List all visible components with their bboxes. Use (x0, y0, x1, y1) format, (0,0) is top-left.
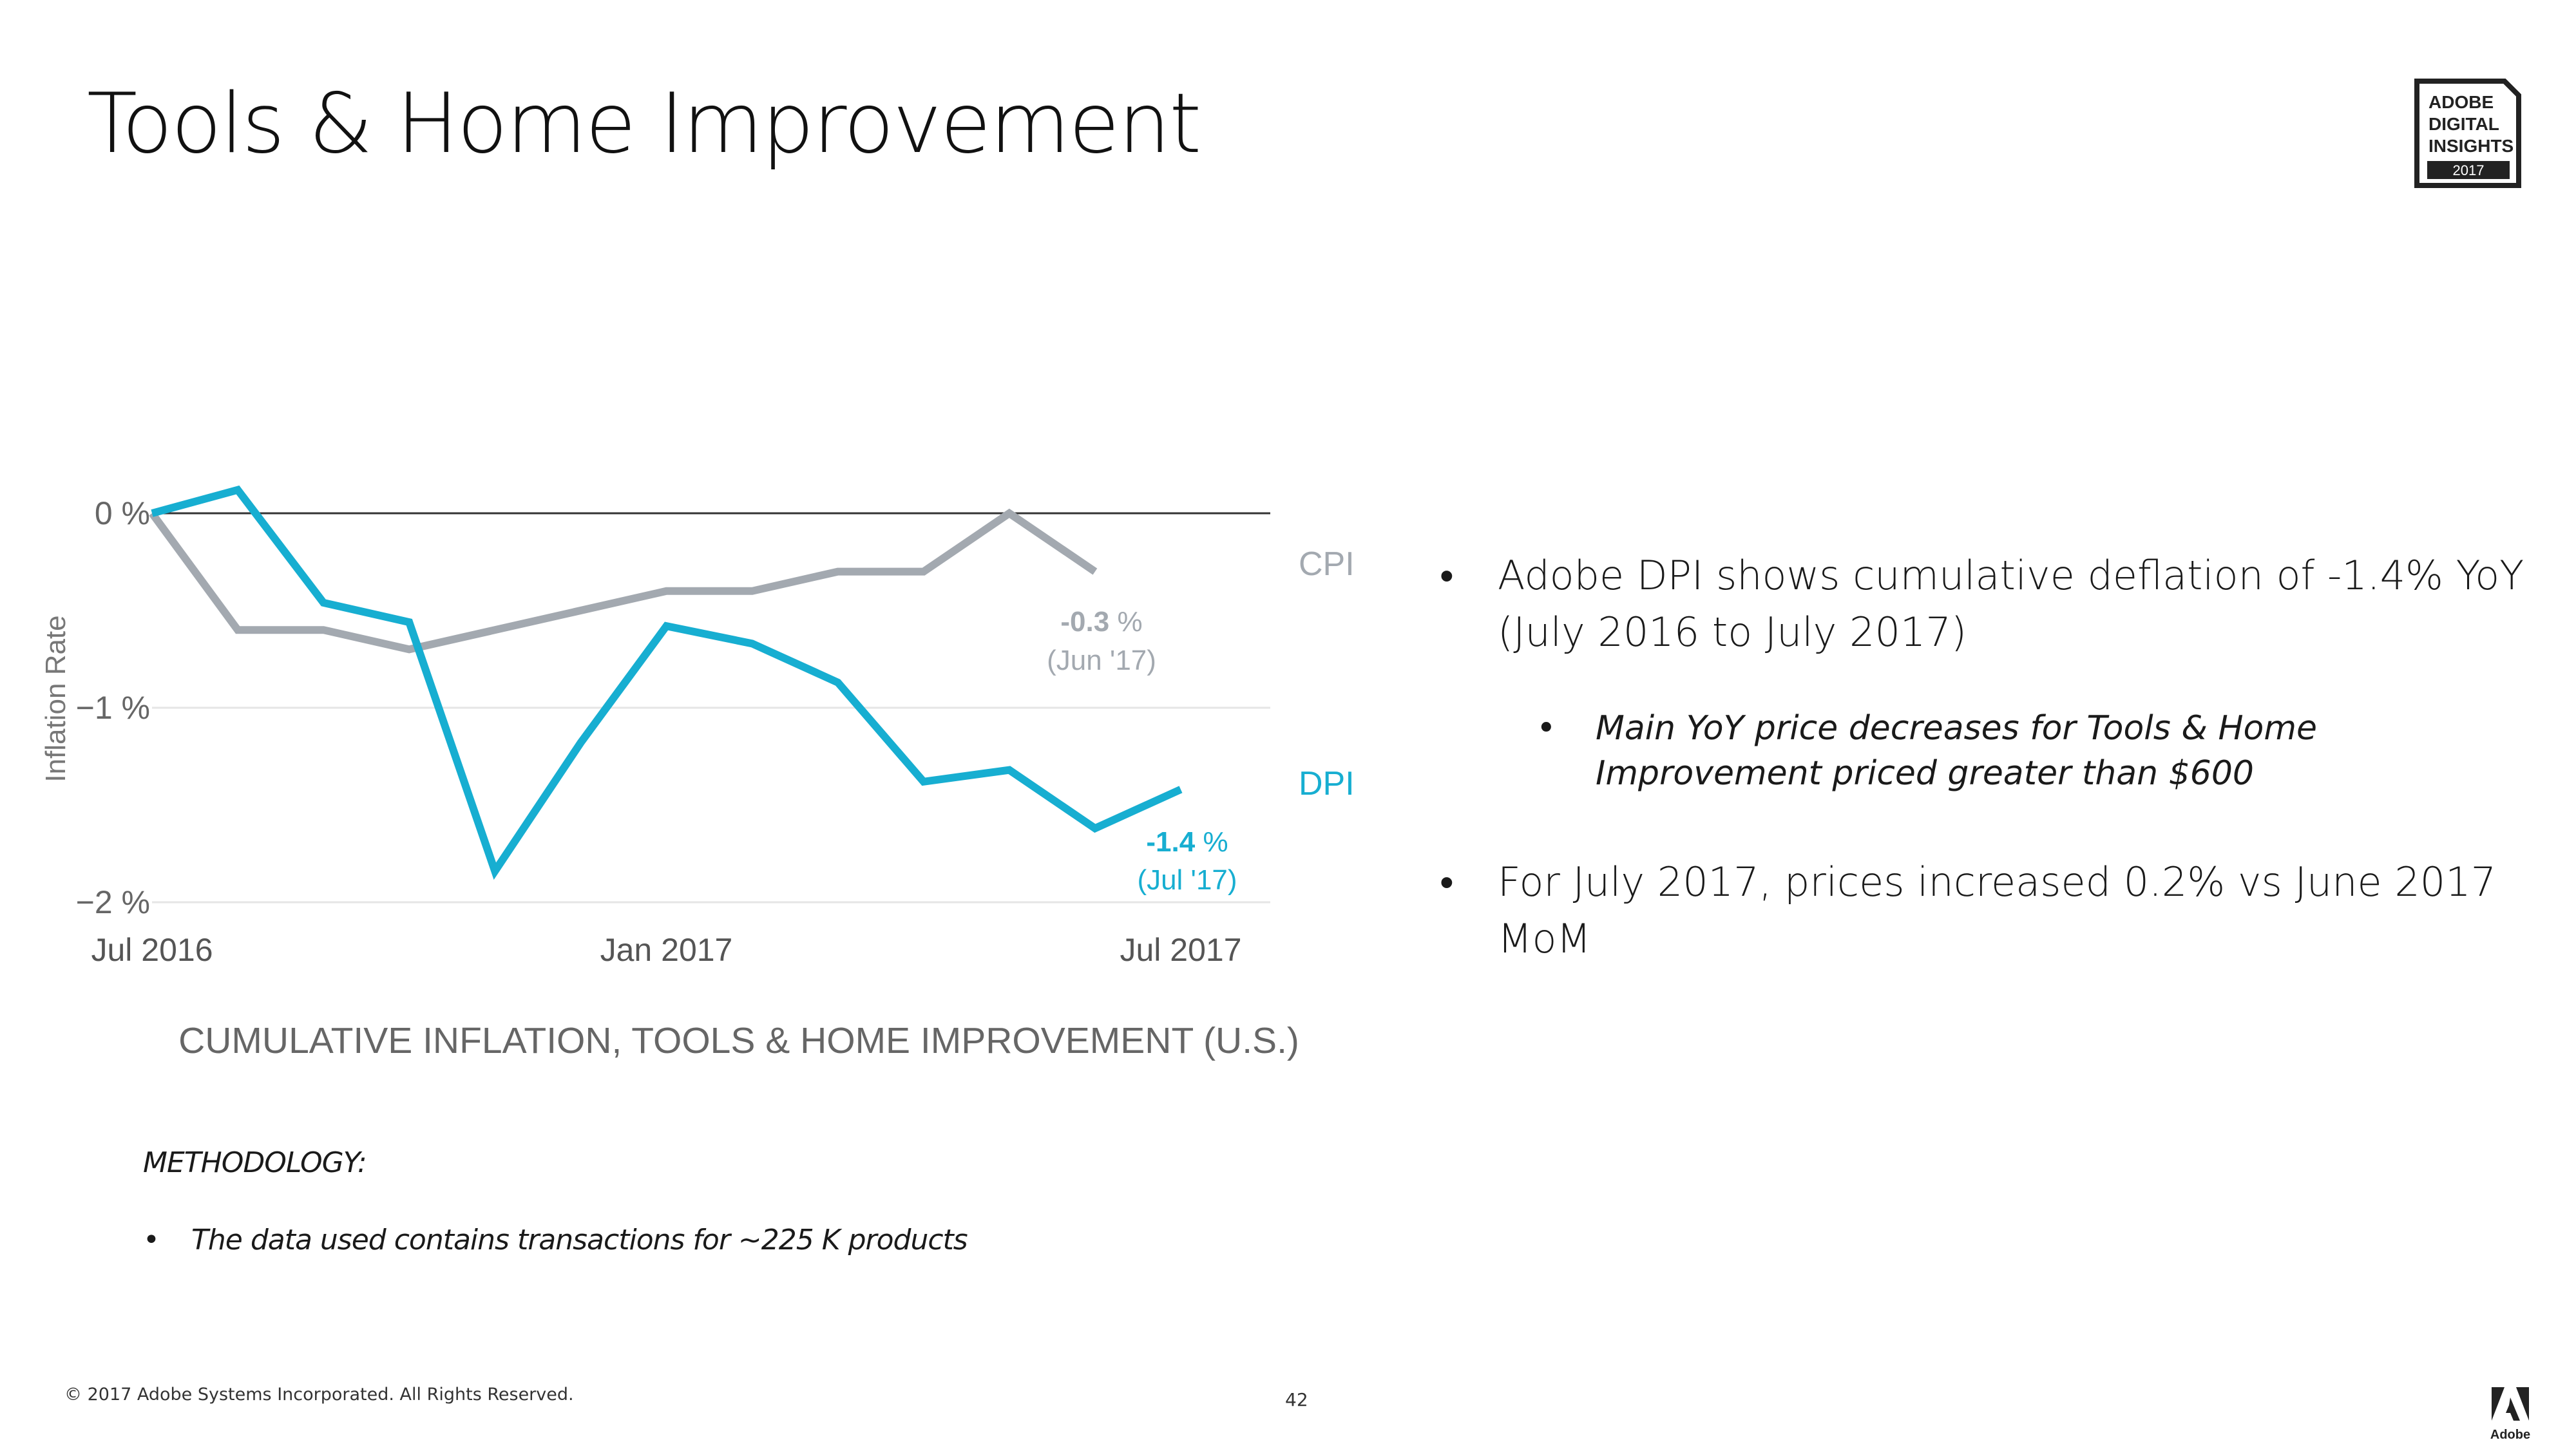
end-date-label-dpi: (Jul '17) (1137, 864, 1237, 896)
x-tick-label: Jan 2017 (600, 932, 733, 968)
y-tick-label: −2 % (76, 884, 150, 920)
chart-title: CUMULATIVE INFLATION, TOOLS & HOME IMPRO… (178, 1020, 1299, 1061)
badge-line-1: ADOBE (2428, 92, 2494, 112)
chart-series (149, 485, 1183, 880)
adobe-logo: Adobe (2490, 1387, 2530, 1442)
series-line-dpi (151, 485, 1183, 880)
badge-line-3: INSIGHTS (2428, 136, 2514, 156)
badge-year-bar (2427, 161, 2510, 179)
chart-annotations: CPI DPI -0.3 % (Jun '17) -1.4 % (Jul '17) (1047, 545, 1355, 896)
end-date-label-cpi: (Jun '17) (1047, 645, 1156, 676)
series-name-dpi: DPI (1299, 765, 1355, 802)
footer-copyright: © 2017 Adobe Systems Incorporated. All R… (64, 1385, 574, 1405)
badge-year: 2017 (2453, 162, 2485, 178)
adobe-logo-center (2506, 1397, 2520, 1421)
adobe-logo-left (2492, 1387, 2504, 1421)
adobe-digital-insights-badge: ADOBE DIGITAL INSIGHTS 2017 (2414, 79, 2521, 188)
key-findings: Adobe DPI shows cumulative deflation of … (1440, 547, 2535, 967)
slide-title: Tools & Home Improvement (87, 76, 1201, 172)
bullet-mom-increase: For July 2017, prices increased 0.2% vs … (1440, 854, 2535, 967)
series-name-cpi: CPI (1299, 545, 1355, 583)
series-line-cpi (149, 508, 1098, 654)
y-tick-label: 0 % (95, 495, 150, 531)
page-number: 42 (1285, 1389, 1308, 1410)
badge-frame (2414, 79, 2521, 188)
y-axis-label: Inflation Rate (40, 615, 72, 782)
x-tick-label: Jul 2016 (91, 932, 213, 968)
x-tick-label: Jul 2017 (1120, 932, 1241, 968)
adobe-logo-text: Adobe (2490, 1428, 2530, 1442)
inflation-chart: 0 % −1 % −2 % Jul 2016 Jan 2017 Jul 2017 CPI… (40, 485, 1355, 1061)
methodology-label: METHODOLOGY: (143, 1146, 367, 1179)
methodology-item: The data used contains transactions for … (143, 1224, 968, 1256)
y-tick-labels: 0 % −1 % −2 % (76, 495, 150, 920)
bullet-deflation: Adobe DPI shows cumulative deflation of … (1440, 547, 2535, 661)
y-tick-label: −1 % (76, 690, 150, 726)
x-tick-labels: Jul 2016 Jan 2017 Jul 2017 (91, 932, 1241, 968)
adobe-logo-right (2516, 1387, 2529, 1421)
end-value-label-cpi: -0.3 % (1060, 606, 1142, 638)
chart-gridlines (152, 512, 1270, 904)
badge-line-2: DIGITAL (2428, 114, 2499, 134)
sub-bullet-price-decreases: Main YoY price decreases for Tools & Hom… (1536, 706, 2535, 796)
end-value-label-dpi: -1.4 % (1146, 826, 1228, 858)
